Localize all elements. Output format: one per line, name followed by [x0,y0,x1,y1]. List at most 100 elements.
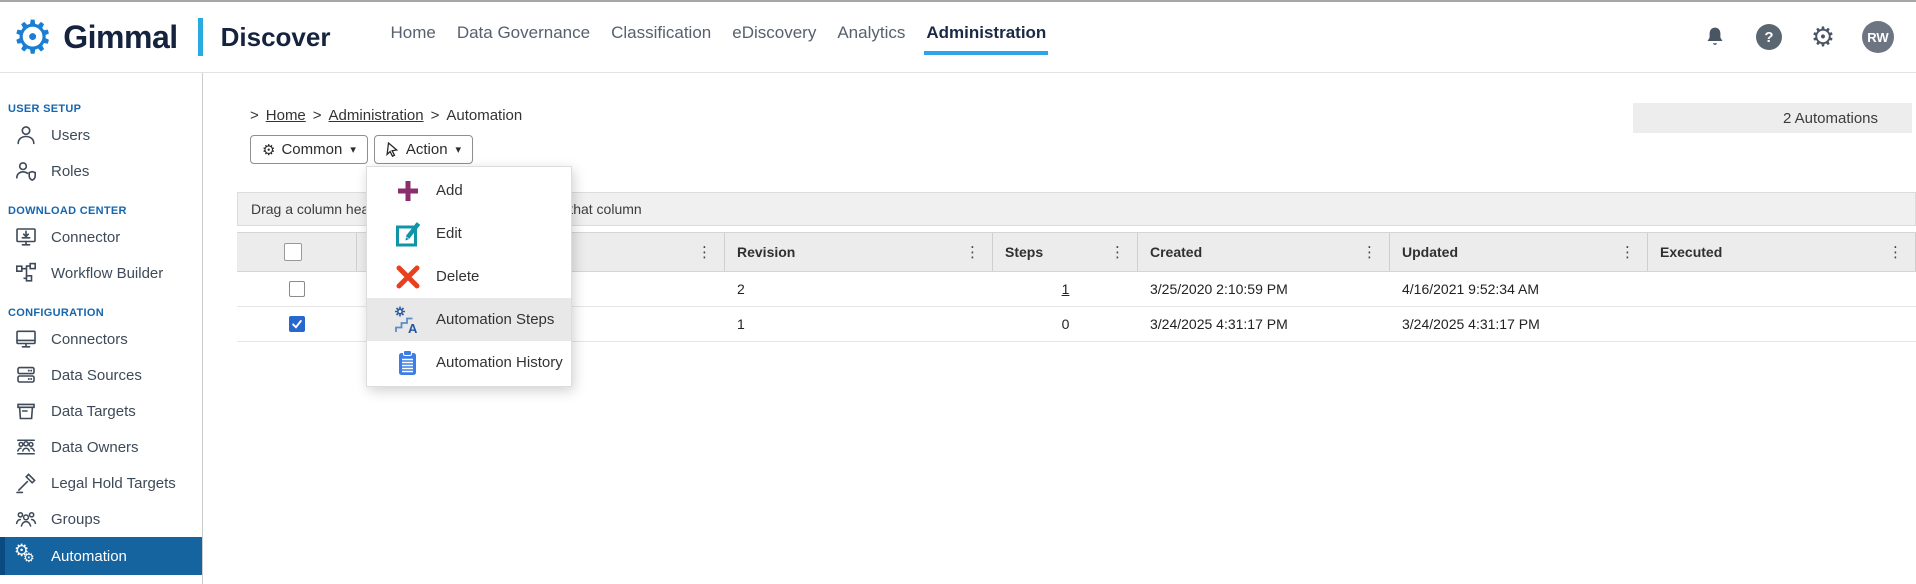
menu-item-delete[interactable]: Automation Steps Delete [367,255,571,298]
column-menu-icon[interactable]: ⋮ [1110,244,1125,261]
revision-cell: 1 [737,316,745,332]
nav-analytics[interactable]: Analytics [837,23,906,42]
top-bar: ⚙ Gimmal Discover Home Data Governance C… [0,0,1916,73]
plus-icon [393,176,423,206]
sidebar-item-automation[interactable]: ⚙ ⚙ Automation [0,537,202,575]
chevron-down-icon: ▾ [350,144,356,156]
breadcrumb-home[interactable]: Home [265,107,306,124]
nav-home[interactable]: Home [390,23,436,42]
sidebar-section-download-center: DOWNLOAD CENTER [8,205,127,217]
monitor-icon [16,330,36,348]
nav-ediscovery[interactable]: eDiscovery [732,23,817,42]
row-checkbox[interactable] [289,316,305,332]
sidebar-item-users[interactable]: Users [0,117,202,153]
column-menu-icon[interactable]: ⋮ [965,244,980,261]
sidebar-item-workflow-builder[interactable]: Workflow Builder [0,255,202,291]
sidebar-item-label: Connector [51,228,121,246]
created-cell: 3/25/2020 2:10:59 PM [1150,281,1288,297]
steps-link[interactable]: 1 [1061,281,1070,297]
menu-item-automation-history[interactable]: Automation History [367,341,571,384]
toolbar: ⚙ Common ▾ Action ▾ [250,135,474,164]
created-cell: 3/24/2025 4:31:17 PM [1150,316,1288,332]
sidebar-item-data-owners[interactable]: Data Owners [0,429,202,465]
server-icon [17,366,35,383]
breadcrumb-separator: > [250,107,259,124]
brand-product: Discover [220,21,331,52]
sidebar-item-label: Automation [51,547,127,565]
sidebar-item-label: Roles [51,162,90,180]
group-icon [15,511,37,527]
steps-value: 0 [1061,316,1070,332]
column-header-revision[interactable]: Revision ⋮ [725,233,993,271]
settings-gear-icon[interactable]: ⚙ [1810,21,1836,52]
row-checkbox[interactable] [289,281,305,297]
cursor-icon [386,141,399,157]
sidebar-section-configuration: CONFIGURATION [8,307,104,319]
column-header-executed[interactable]: Executed ⋮ [1648,233,1916,271]
executed-cell [1648,272,1916,306]
sidebar-item-groups[interactable]: Groups [0,501,202,537]
sidebar-item-data-sources[interactable]: Data Sources [0,357,202,393]
breadcrumb-separator: > [430,107,440,124]
automation-steps-icon: A [393,305,423,335]
sidebar-item-label: Connectors [51,330,128,348]
sidebar-item-label: Users [51,126,91,144]
common-button[interactable]: ⚙ Common ▾ [250,135,368,164]
breadcrumb-separator: > [312,107,322,124]
sidebar-item-legal-hold-targets[interactable]: Legal Hold Targets [0,465,202,501]
top-nav: Home Data Governance Classification eDis… [388,17,1049,57]
automation-count-badge: 2 Automations [1633,103,1912,133]
action-button[interactable]: Action ▾ [373,135,474,164]
automation-history-icon [393,348,423,378]
sidebar-item-roles[interactable]: Roles [0,153,202,189]
svg-text:A: A [408,321,418,335]
sidebar-item-label: Data Sources [51,366,142,384]
breadcrumb-automation: Automation [446,107,523,124]
column-menu-icon[interactable]: ⋮ [697,244,712,261]
sidebar-item-connectors[interactable]: Connectors [0,321,202,357]
workflow-icon [15,262,37,282]
column-header-steps[interactable]: Steps ⋮ [993,233,1138,271]
column-menu-icon[interactable]: ⋮ [1362,244,1377,261]
sidebar-item-label: Groups [51,510,101,528]
column-header-updated[interactable]: Updated ⋮ [1390,233,1648,271]
updated-cell: 4/16/2021 9:52:34 AM [1402,281,1539,297]
brand-name: Gimmal [63,18,178,55]
sidebar-item-label: Data Owners [51,438,139,456]
edit-icon [393,219,423,249]
column-header-created[interactable]: Created ⋮ [1138,233,1390,271]
notifications-bell-icon[interactable] [1700,22,1730,52]
updated-cell: 3/24/2025 4:31:17 PM [1402,316,1540,332]
column-menu-icon[interactable]: ⋮ [1888,244,1903,261]
brand-logo[interactable]: ⚙ Gimmal Discover [12,14,330,60]
box-icon [17,403,35,420]
top-bar-actions: ? ⚙ RW [1700,21,1894,53]
nav-classification[interactable]: Classification [611,23,712,42]
nav-administration[interactable]: Administration [924,17,1049,57]
menu-item-automation-steps[interactable]: A Automation Steps [367,298,571,341]
menu-item-edit[interactable]: Edit [367,212,571,255]
sidebar: USER SETUP Users Roles DOWNLOAD CENTER C… [0,73,203,584]
sidebar-item-connector[interactable]: Connector [0,219,202,255]
select-all-checkbox[interactable] [283,243,302,261]
select-all-header-cell [237,233,357,271]
sidebar-section-user-setup: USER SETUP [8,103,82,115]
help-icon[interactable]: ? [1754,22,1784,52]
chevron-down-icon: ▾ [455,144,462,156]
gear-icon: ⚙ [262,141,276,159]
nav-data-governance[interactable]: Data Governance [456,23,591,42]
column-menu-icon[interactable]: ⋮ [1620,244,1635,261]
column-header-name[interactable]: ⋮ [357,233,725,271]
role-shield-icon [16,162,36,181]
gavel-icon [16,473,36,494]
user-icon [17,126,35,145]
breadcrumb-administration[interactable]: Administration [328,107,424,124]
menu-item-add[interactable]: Add [367,169,571,212]
brand-divider [197,18,203,56]
user-avatar[interactable]: RW [1862,21,1894,53]
monitor-download-icon [16,228,36,246]
gimmal-gear-logo-icon: ⚙ [12,11,54,63]
delete-icon [393,262,423,292]
sidebar-item-data-targets[interactable]: Data Targets [0,393,202,429]
